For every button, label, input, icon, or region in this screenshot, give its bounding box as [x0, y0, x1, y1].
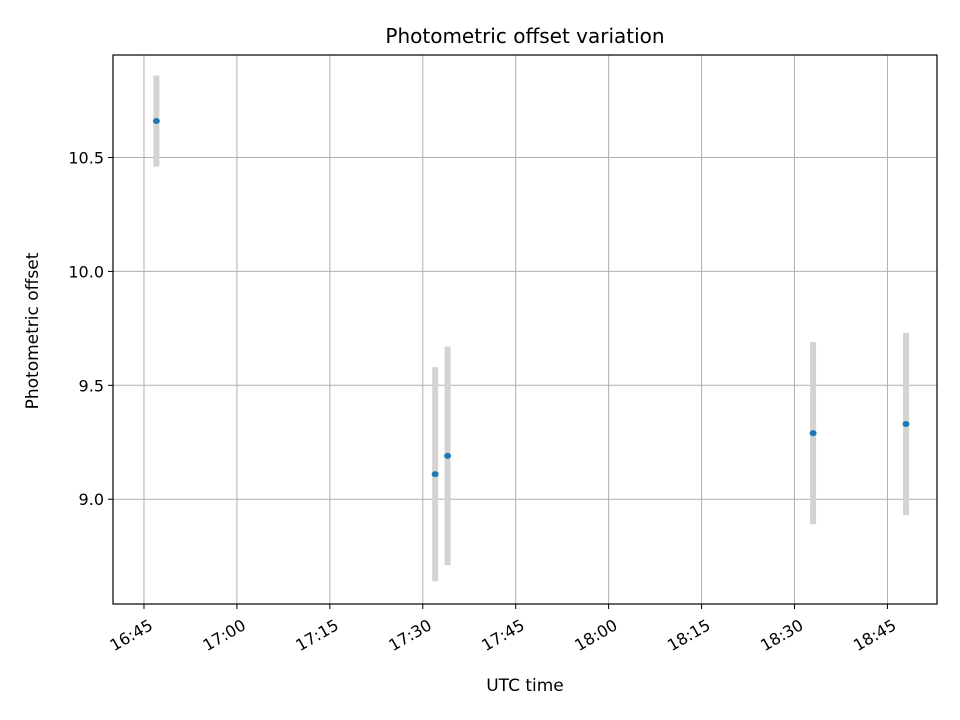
y-tick-label: 9.5: [79, 376, 104, 395]
x-tick-label: 18:00: [571, 615, 620, 655]
grid-lines: [113, 55, 937, 604]
x-tick-label: 17:15: [292, 615, 341, 655]
x-tick-label: 17:30: [385, 615, 434, 655]
data-point: [444, 452, 452, 459]
data-point: [431, 471, 439, 478]
y-tick-label: 9.0: [79, 490, 104, 509]
data-points: [152, 118, 910, 478]
y-tick-label: 10.0: [68, 262, 104, 281]
x-tick-label: 17:45: [478, 615, 527, 655]
x-axis-label: UTC time: [486, 676, 564, 696]
data-point: [152, 118, 160, 125]
x-axis-ticks: 16:45 17:00 17:15 17:30 17:45 18:00 18:15 18:30…: [107, 604, 899, 655]
data-point: [809, 430, 817, 437]
x-tick-label: 18:45: [850, 615, 899, 655]
error-bars: [153, 75, 910, 582]
y-tick-label: 10.5: [68, 149, 104, 168]
y-axis-ticks: 9.0 9.5 10.0 10.5: [68, 149, 113, 509]
data-point: [902, 421, 910, 428]
y-axis-label: Photometric offset: [23, 252, 43, 409]
x-tick-label: 16:45: [107, 615, 156, 655]
chart-title: Photometric offset variation: [385, 24, 664, 48]
x-tick-label: 18:30: [757, 615, 806, 655]
plot-frame: [112, 54, 938, 605]
x-tick-label: 18:15: [664, 615, 713, 655]
x-tick-label: 17:00: [199, 615, 248, 655]
